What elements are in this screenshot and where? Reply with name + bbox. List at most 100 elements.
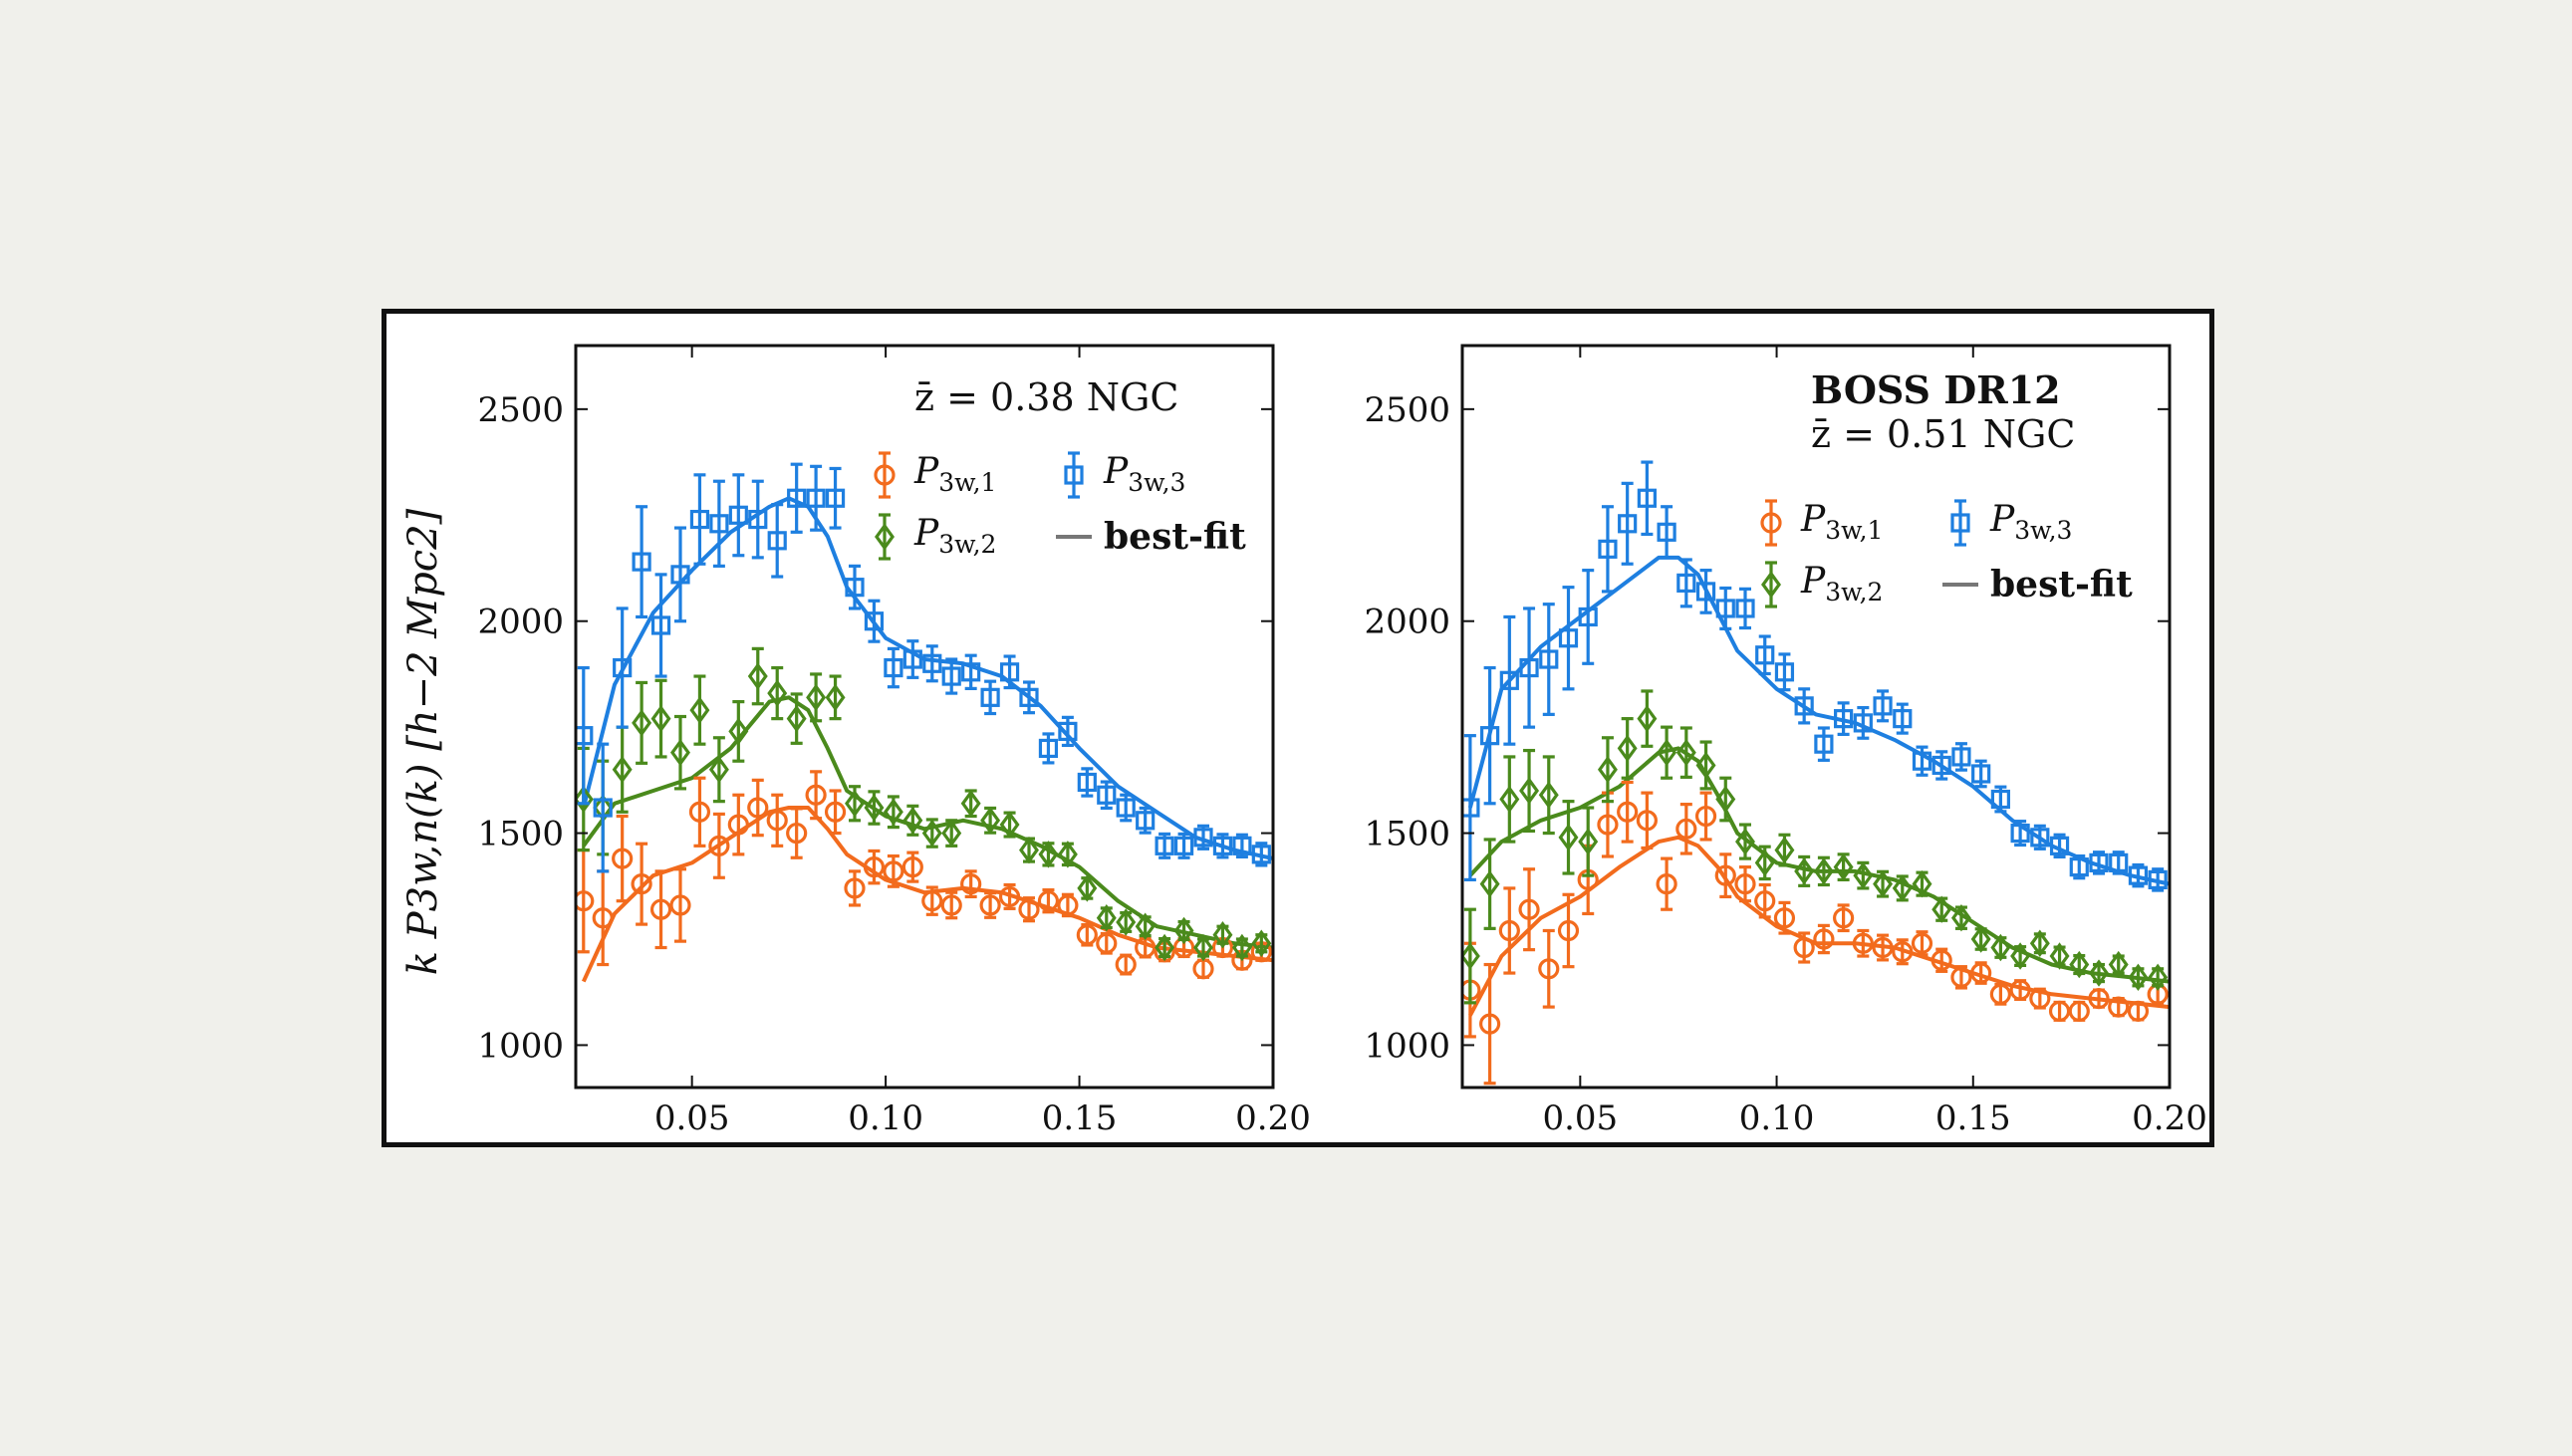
data-point-p3: [2128, 862, 2149, 888]
marker-diamond: [2128, 963, 2149, 992]
data-point-p2: [2069, 950, 2090, 979]
marker-square: [1834, 709, 1854, 729]
marker-square: [1462, 798, 1480, 818]
data-point-p3: [787, 462, 807, 534]
marker-square: [1251, 845, 1271, 864]
data-point-p2: [1912, 869, 1932, 898]
marker-circle: [592, 907, 614, 929]
data-point-p3: [1834, 701, 1854, 736]
data-point-p3: [1116, 793, 1136, 823]
marker-square: [1058, 721, 1078, 741]
data-point-p1: [1479, 962, 1501, 1086]
axes-frame: [1460, 344, 2172, 1090]
data-point-p3: [709, 479, 729, 568]
data-point-p3: [1814, 726, 1834, 762]
panel-1: 0.05 0.10 0.15 0.20 1000 1500 2000 2500 z̄ = 0.3…: [477, 344, 1311, 1138]
marker-diamond: [1774, 836, 1795, 864]
marker-square: [1853, 713, 1873, 733]
marker-diamond: [1853, 861, 1874, 889]
data-point-p3: [1212, 833, 1233, 859]
marker-circle: [940, 894, 962, 916]
marker-circle: [824, 801, 847, 823]
marker-square: [728, 505, 748, 525]
data-point-p1: [960, 869, 982, 899]
bestfit-line-p2: [1468, 746, 2170, 984]
data-point-p1: [2088, 987, 2110, 1010]
data-point-p1: [1793, 931, 1815, 964]
data-point-p3: [922, 644, 942, 683]
marker-square: [1232, 836, 1252, 855]
marker-square: [1480, 726, 1500, 746]
y-tick-label: 1000: [1364, 1026, 1450, 1066]
marker-square: [670, 565, 690, 585]
y-tick-label: 1500: [1364, 815, 1450, 854]
data-point-p3: [1136, 806, 1156, 835]
marker-diamond: [1695, 751, 1716, 780]
marker-circle: [1479, 1013, 1501, 1035]
marker-square: [1136, 811, 1156, 831]
data-point-p2: [2029, 929, 2050, 957]
data-point-p3: [1774, 652, 1795, 692]
x-tick-label: 0.15: [1042, 1098, 1118, 1138]
data-point-p1: [747, 778, 769, 838]
marker-diamond: [1462, 942, 1480, 970]
data-point-p3: [1462, 734, 1480, 882]
marker-square: [1814, 734, 1834, 754]
marker-circle: [2029, 987, 2051, 1010]
marker-square: [2128, 865, 2149, 885]
data-point-p3: [999, 654, 1020, 690]
y-tick-label: 2500: [477, 390, 564, 430]
marker-circle: [1813, 928, 1835, 950]
data-point-p3: [1232, 833, 1252, 859]
marker-diamond: [708, 755, 729, 784]
data-point-p3: [613, 607, 633, 729]
data-point-p1: [786, 807, 808, 859]
data-point-p1: [1970, 961, 1992, 985]
data-point-p2: [1990, 933, 2011, 962]
data-point-p1: [1096, 931, 1118, 955]
bestfit-line-p3: [581, 496, 1273, 861]
data-point-p2: [1774, 833, 1795, 867]
data-point-p1: [1930, 947, 1952, 973]
marker-circle: [1037, 890, 1060, 912]
data-point-p1: [1037, 888, 1060, 914]
x-tick-label: 0.10: [1739, 1098, 1815, 1138]
marker-circle: [1076, 924, 1098, 946]
marker-square: [902, 649, 922, 669]
marker-diamond: [1519, 777, 1540, 805]
data-point-p1: [1872, 933, 1894, 962]
legend-label: P3w,1: [913, 451, 996, 497]
data-point-p1: [1636, 791, 1658, 850]
marker-diamond: [1038, 841, 1059, 868]
data-point-p2: [728, 700, 749, 763]
data-point-p3: [1480, 665, 1500, 806]
marker-square: [1912, 751, 1932, 771]
data-point-p3: [767, 503, 787, 579]
marker-square: [1971, 764, 1991, 784]
data-point-p2: [1657, 725, 1677, 780]
marker-circle: [998, 885, 1021, 908]
data-point-p1: [688, 776, 711, 848]
data-point-p3: [902, 639, 922, 679]
marker-circle: [1734, 873, 1756, 895]
marker-square: [1657, 522, 1676, 542]
y-tick-label: 2000: [477, 603, 564, 642]
data-point-p3: [825, 466, 846, 530]
marker-square: [613, 657, 633, 678]
marker-diamond: [902, 807, 923, 835]
data-point-p2: [941, 819, 962, 848]
marker-square: [1558, 628, 1579, 648]
data-point-p2: [650, 678, 671, 759]
data-point-p2: [883, 795, 903, 830]
marker-circle: [1656, 873, 1677, 895]
legend-label-bestfit: best-fit: [1990, 564, 2133, 606]
data-point-p2: [960, 789, 981, 819]
data-point-p3: [728, 473, 748, 558]
data-point-p1: [1538, 928, 1560, 1009]
marker-circle: [1852, 932, 1874, 954]
marker-square: [787, 488, 807, 508]
marker-square: [1038, 738, 1059, 759]
data-point-p1: [1518, 867, 1540, 952]
data-point-p1: [1950, 965, 1972, 990]
marker-diamond: [921, 819, 942, 848]
